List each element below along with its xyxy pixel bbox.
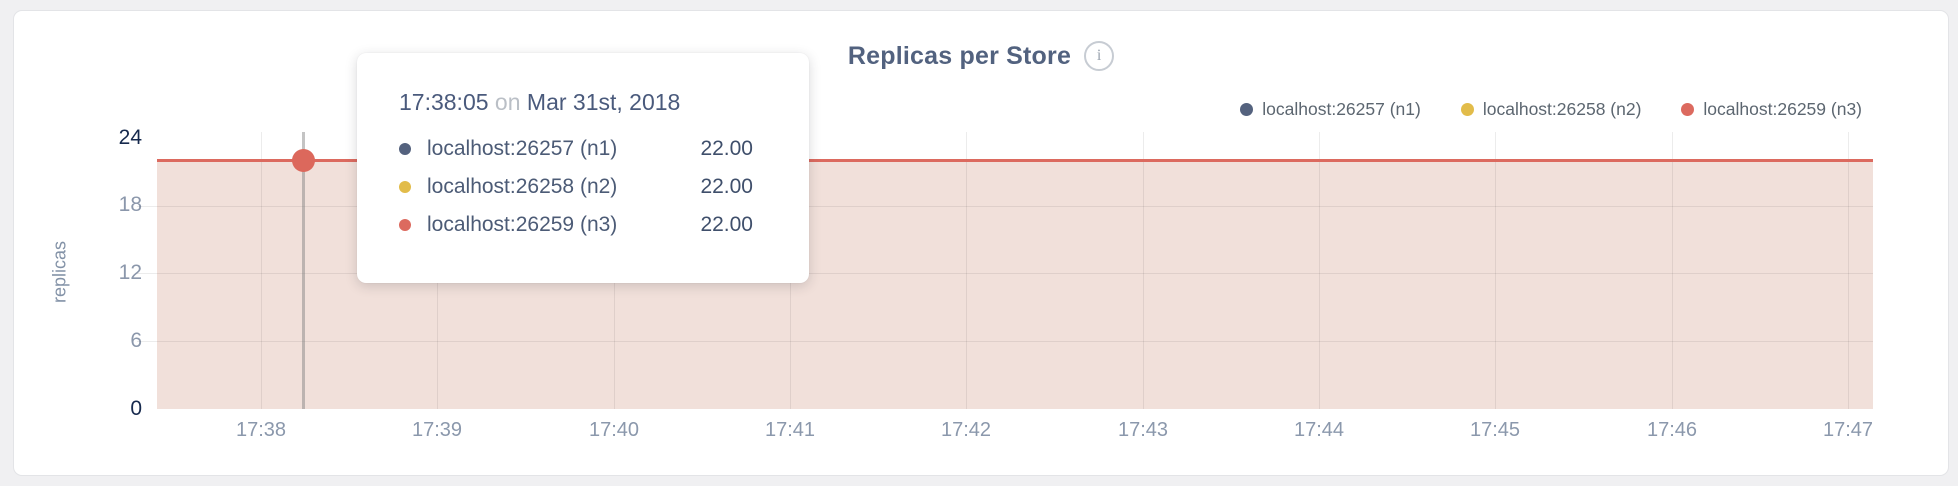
gridline-y-6 xyxy=(137,341,1873,342)
gridline-x-17-45 xyxy=(1495,132,1496,409)
gridline-x-17-43 xyxy=(1143,132,1144,409)
x-tick-17-41: 17:41 xyxy=(764,419,816,441)
tooltip-rows: localhost:26257 (n1) 22.00 localhost:262… xyxy=(399,130,753,244)
tooltip-dot-n1-icon xyxy=(399,143,411,155)
x-tick-17-39: 17:39 xyxy=(411,419,463,441)
tooltip-dot-n3-icon xyxy=(399,219,411,231)
hover-point-marker xyxy=(292,149,315,172)
legend-item-n2[interactable]: localhost:26258 (n2) xyxy=(1460,99,1642,120)
tooltip-time: 17:38:05 xyxy=(399,89,489,115)
legend-label-n2: localhost:26258 (n2) xyxy=(1482,99,1642,119)
legend-dot-n3-icon xyxy=(1681,103,1695,116)
tooltip-row-n2: localhost:26258 (n2) 22.00 xyxy=(399,168,753,206)
x-tick-17-44: 17:44 xyxy=(1293,419,1345,441)
tooltip-dot-n2-icon xyxy=(399,181,411,193)
chart-panel: Replicas per Store i localhost:26257 (n1… xyxy=(13,10,1949,476)
chart-title: Replicas per Store xyxy=(847,41,1072,70)
tooltip-label-n2: localhost:26258 (n2) xyxy=(427,175,618,198)
gridline-x-17-47 xyxy=(1848,132,1849,409)
gridline-x-17-44 xyxy=(1319,132,1320,409)
hover-tooltip: 17:38:05 on Mar 31st, 2018 localhost:262… xyxy=(357,53,809,283)
gridline-x-17-46 xyxy=(1672,132,1673,409)
x-tick-17-42: 17:42 xyxy=(940,419,992,441)
y-tick-0: 0 xyxy=(130,397,142,420)
y-tick-12: 12 xyxy=(118,261,142,284)
tooltip-row-n3: localhost:26259 (n3) 22.00 xyxy=(399,206,753,244)
gridline-y-12 xyxy=(137,273,1873,274)
y-tick-6: 6 xyxy=(130,329,142,352)
y-tick-24: 24 xyxy=(118,126,142,149)
info-icon[interactable]: i xyxy=(1084,41,1115,71)
x-tick-17-40: 17:40 xyxy=(588,419,640,441)
tooltip-label-n3: localhost:26259 (n3) xyxy=(427,213,618,236)
x-tick-17-38: 17:38 xyxy=(235,419,287,441)
gridline-x-17-38 xyxy=(261,132,262,409)
tooltip-value-n2: 22.00 xyxy=(700,175,753,198)
y-tick-18: 18 xyxy=(118,193,142,216)
chart-header: Replicas per Store i xyxy=(14,41,1948,71)
legend-dot-n1-icon xyxy=(1240,103,1254,116)
tooltip-value-n3: 22.00 xyxy=(700,213,753,236)
tooltip-timestamp: 17:38:05 on Mar 31st, 2018 xyxy=(399,89,753,116)
gridline-y-18 xyxy=(137,206,1873,207)
legend-label-n1: localhost:26257 (n1) xyxy=(1262,99,1421,119)
legend-label-n3: localhost:26259 (n3) xyxy=(1703,99,1862,119)
chart-legend: localhost:26257 (n1) localhost:26258 (n2… xyxy=(1240,99,1862,120)
legend-item-n1[interactable]: localhost:26257 (n1) xyxy=(1240,99,1421,120)
tooltip-label-n1: localhost:26257 (n1) xyxy=(427,137,618,160)
x-tick-17-46: 17:46 xyxy=(1646,419,1698,441)
legend-dot-n2-icon xyxy=(1460,103,1474,116)
tooltip-connector: on xyxy=(494,89,521,115)
x-tick-17-47: 17:47 xyxy=(1822,419,1874,441)
x-tick-17-45: 17:45 xyxy=(1469,419,1521,441)
series-line-n3 xyxy=(157,159,1873,162)
hover-guideline xyxy=(302,132,305,409)
x-tick-17-43: 17:43 xyxy=(1117,419,1169,441)
legend-item-n3[interactable]: localhost:26259 (n3) xyxy=(1681,99,1862,120)
tooltip-date: Mar 31st, 2018 xyxy=(526,89,681,115)
gridline-x-17-42 xyxy=(966,132,967,409)
tooltip-value-n1: 22.00 xyxy=(700,137,753,160)
tooltip-row-n1: localhost:26257 (n1) 22.00 xyxy=(399,130,753,168)
